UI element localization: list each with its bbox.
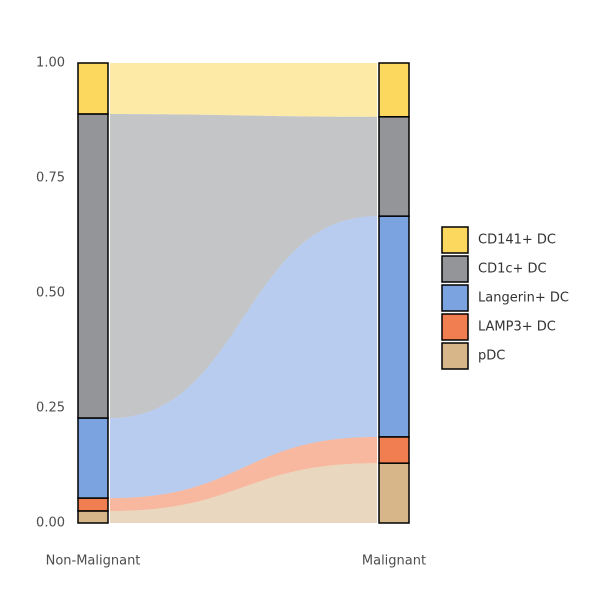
legend-swatch bbox=[441, 342, 469, 370]
flow bbox=[110, 114, 377, 419]
flow bbox=[110, 63, 377, 117]
legend-swatch bbox=[441, 313, 469, 341]
flow bbox=[110, 436, 377, 512]
bar-segment bbox=[378, 215, 410, 438]
y-tick-label: 0.50 bbox=[36, 286, 65, 301]
bar-segment bbox=[378, 116, 410, 217]
legend-label: CD1c+ DC bbox=[478, 262, 547, 277]
y-tick-label: 0.00 bbox=[36, 516, 65, 531]
x-tick-label: Non-Malignant bbox=[46, 554, 141, 569]
y-tick-label: 0.25 bbox=[36, 401, 65, 416]
legend-label: CD141+ DC bbox=[478, 233, 556, 248]
legend-swatch bbox=[441, 226, 469, 254]
legend-label: pDC bbox=[478, 349, 505, 364]
legend-swatch bbox=[441, 255, 469, 283]
bar-segment bbox=[77, 497, 109, 512]
flow bbox=[110, 463, 377, 523]
bar-segment bbox=[378, 462, 410, 524]
legend-swatch bbox=[441, 284, 469, 312]
legend-label: LAMP3+ DC bbox=[478, 320, 556, 335]
bar-segment bbox=[378, 436, 410, 464]
bar-segment bbox=[378, 62, 410, 118]
bar-segment bbox=[77, 62, 109, 115]
bar-segment bbox=[77, 510, 109, 524]
x-tick-label: Malignant bbox=[362, 554, 426, 569]
flow bbox=[110, 216, 377, 499]
y-tick-label: 1.00 bbox=[36, 56, 65, 71]
bar-segment bbox=[77, 417, 109, 499]
legend-label: Langerin+ DC bbox=[478, 291, 569, 306]
y-tick-label: 0.75 bbox=[36, 171, 65, 186]
bar-segment bbox=[77, 113, 109, 419]
